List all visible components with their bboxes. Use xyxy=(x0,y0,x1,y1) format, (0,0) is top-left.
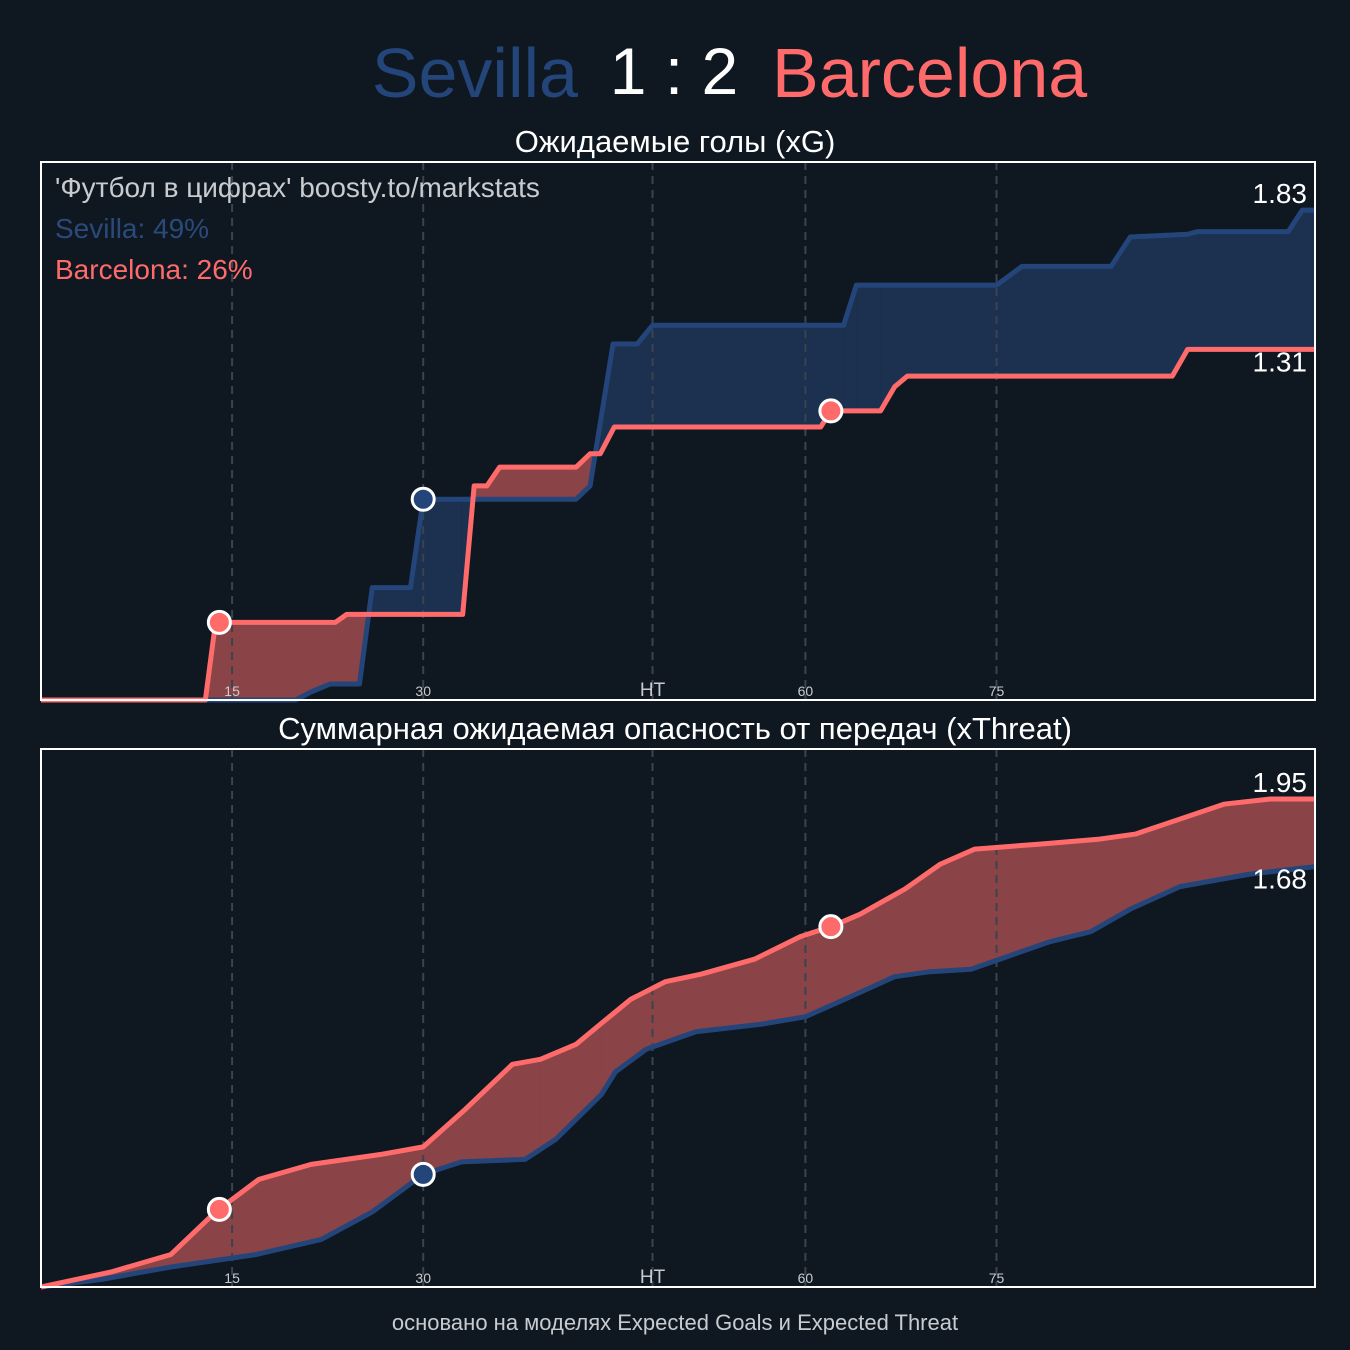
lead-area xyxy=(256,1178,260,1255)
lead-area xyxy=(1129,234,1173,377)
lead-area xyxy=(894,284,908,388)
lead-area xyxy=(1049,839,1092,943)
series-line xyxy=(41,207,1315,703)
chart-title: Суммарная ожидаемая опасность от передач… xyxy=(278,711,1072,746)
lead-area xyxy=(695,973,702,1033)
lead-area xyxy=(1187,231,1199,350)
x-tick-label: 75 xyxy=(989,683,1005,699)
lead-area xyxy=(844,913,861,1000)
lead-area xyxy=(907,284,997,377)
lead-area xyxy=(329,622,336,685)
lead-area xyxy=(652,324,821,428)
lead-area xyxy=(422,498,462,615)
annotation: 'Футбол в цифрах' boosty.to/markstats xyxy=(55,172,540,203)
lead-area xyxy=(346,614,360,685)
end-value-label: 1.83 xyxy=(1253,178,1308,209)
lead-area xyxy=(970,848,976,970)
goal-marker xyxy=(818,398,844,424)
lead-area xyxy=(940,850,972,972)
lead-area xyxy=(334,613,348,685)
x-tick-label: 75 xyxy=(989,1270,1005,1286)
lead-area xyxy=(1301,209,1316,350)
lead-area xyxy=(1090,838,1100,933)
x-tick-label: 30 xyxy=(415,1270,431,1286)
score: 1 : 2 xyxy=(610,34,738,108)
lead-area xyxy=(1224,800,1251,880)
lead-area xyxy=(1197,231,1289,350)
lead-area xyxy=(524,1058,541,1160)
x-tick-label: HT xyxy=(640,680,666,701)
x-tick-label: 15 xyxy=(224,1270,240,1286)
lead-area xyxy=(754,955,762,1026)
footer: основано на моделях Expected Goals и Exp… xyxy=(392,1310,958,1335)
lead-area xyxy=(499,466,577,500)
lead-area xyxy=(894,888,906,978)
lead-area xyxy=(371,587,411,615)
goal-marker xyxy=(410,486,436,512)
lead-area xyxy=(310,622,331,693)
annotation: Sevilla: 49% xyxy=(55,213,209,244)
x-tick-label: 15 xyxy=(224,683,240,699)
plot-frame xyxy=(40,161,1316,701)
lead-area xyxy=(512,1061,526,1161)
lead-area xyxy=(613,343,638,428)
lead-area xyxy=(1270,798,1316,873)
lead-area xyxy=(1039,842,1051,946)
lead-area xyxy=(310,1162,322,1243)
series-line xyxy=(40,796,1315,1290)
x-tick-label: 60 xyxy=(798,1270,814,1286)
annotation: Barcelona: 26% xyxy=(55,254,253,285)
lead-area xyxy=(929,863,941,973)
series-line xyxy=(41,346,1315,703)
x-tick-label: 60 xyxy=(798,683,814,699)
goal-marker xyxy=(410,1161,436,1187)
goal-marker xyxy=(206,609,232,635)
lead-area xyxy=(1021,266,1112,377)
x-tick-label: 30 xyxy=(415,683,431,699)
lead-area xyxy=(295,622,312,701)
plot-frame xyxy=(40,748,1316,1288)
goal-marker xyxy=(818,914,844,940)
end-value-label: 1.31 xyxy=(1253,346,1308,377)
lead-area xyxy=(461,1108,466,1163)
end-value-label: 1.95 xyxy=(1253,767,1308,798)
goal-marker xyxy=(206,1196,232,1222)
chart-title: Ожидаемые голы (xG) xyxy=(515,124,836,159)
end-value-label: 1.68 xyxy=(1253,864,1308,895)
home-team: Sevilla xyxy=(372,34,578,112)
lead-area xyxy=(1129,833,1136,910)
lead-area xyxy=(856,284,881,412)
lead-area xyxy=(540,1052,556,1150)
series-line xyxy=(40,864,1316,1290)
lead-area xyxy=(805,926,832,1018)
lead-area xyxy=(830,324,844,412)
away-team: Barcelona xyxy=(772,34,1087,112)
x-tick-label: HT xyxy=(640,1267,666,1288)
